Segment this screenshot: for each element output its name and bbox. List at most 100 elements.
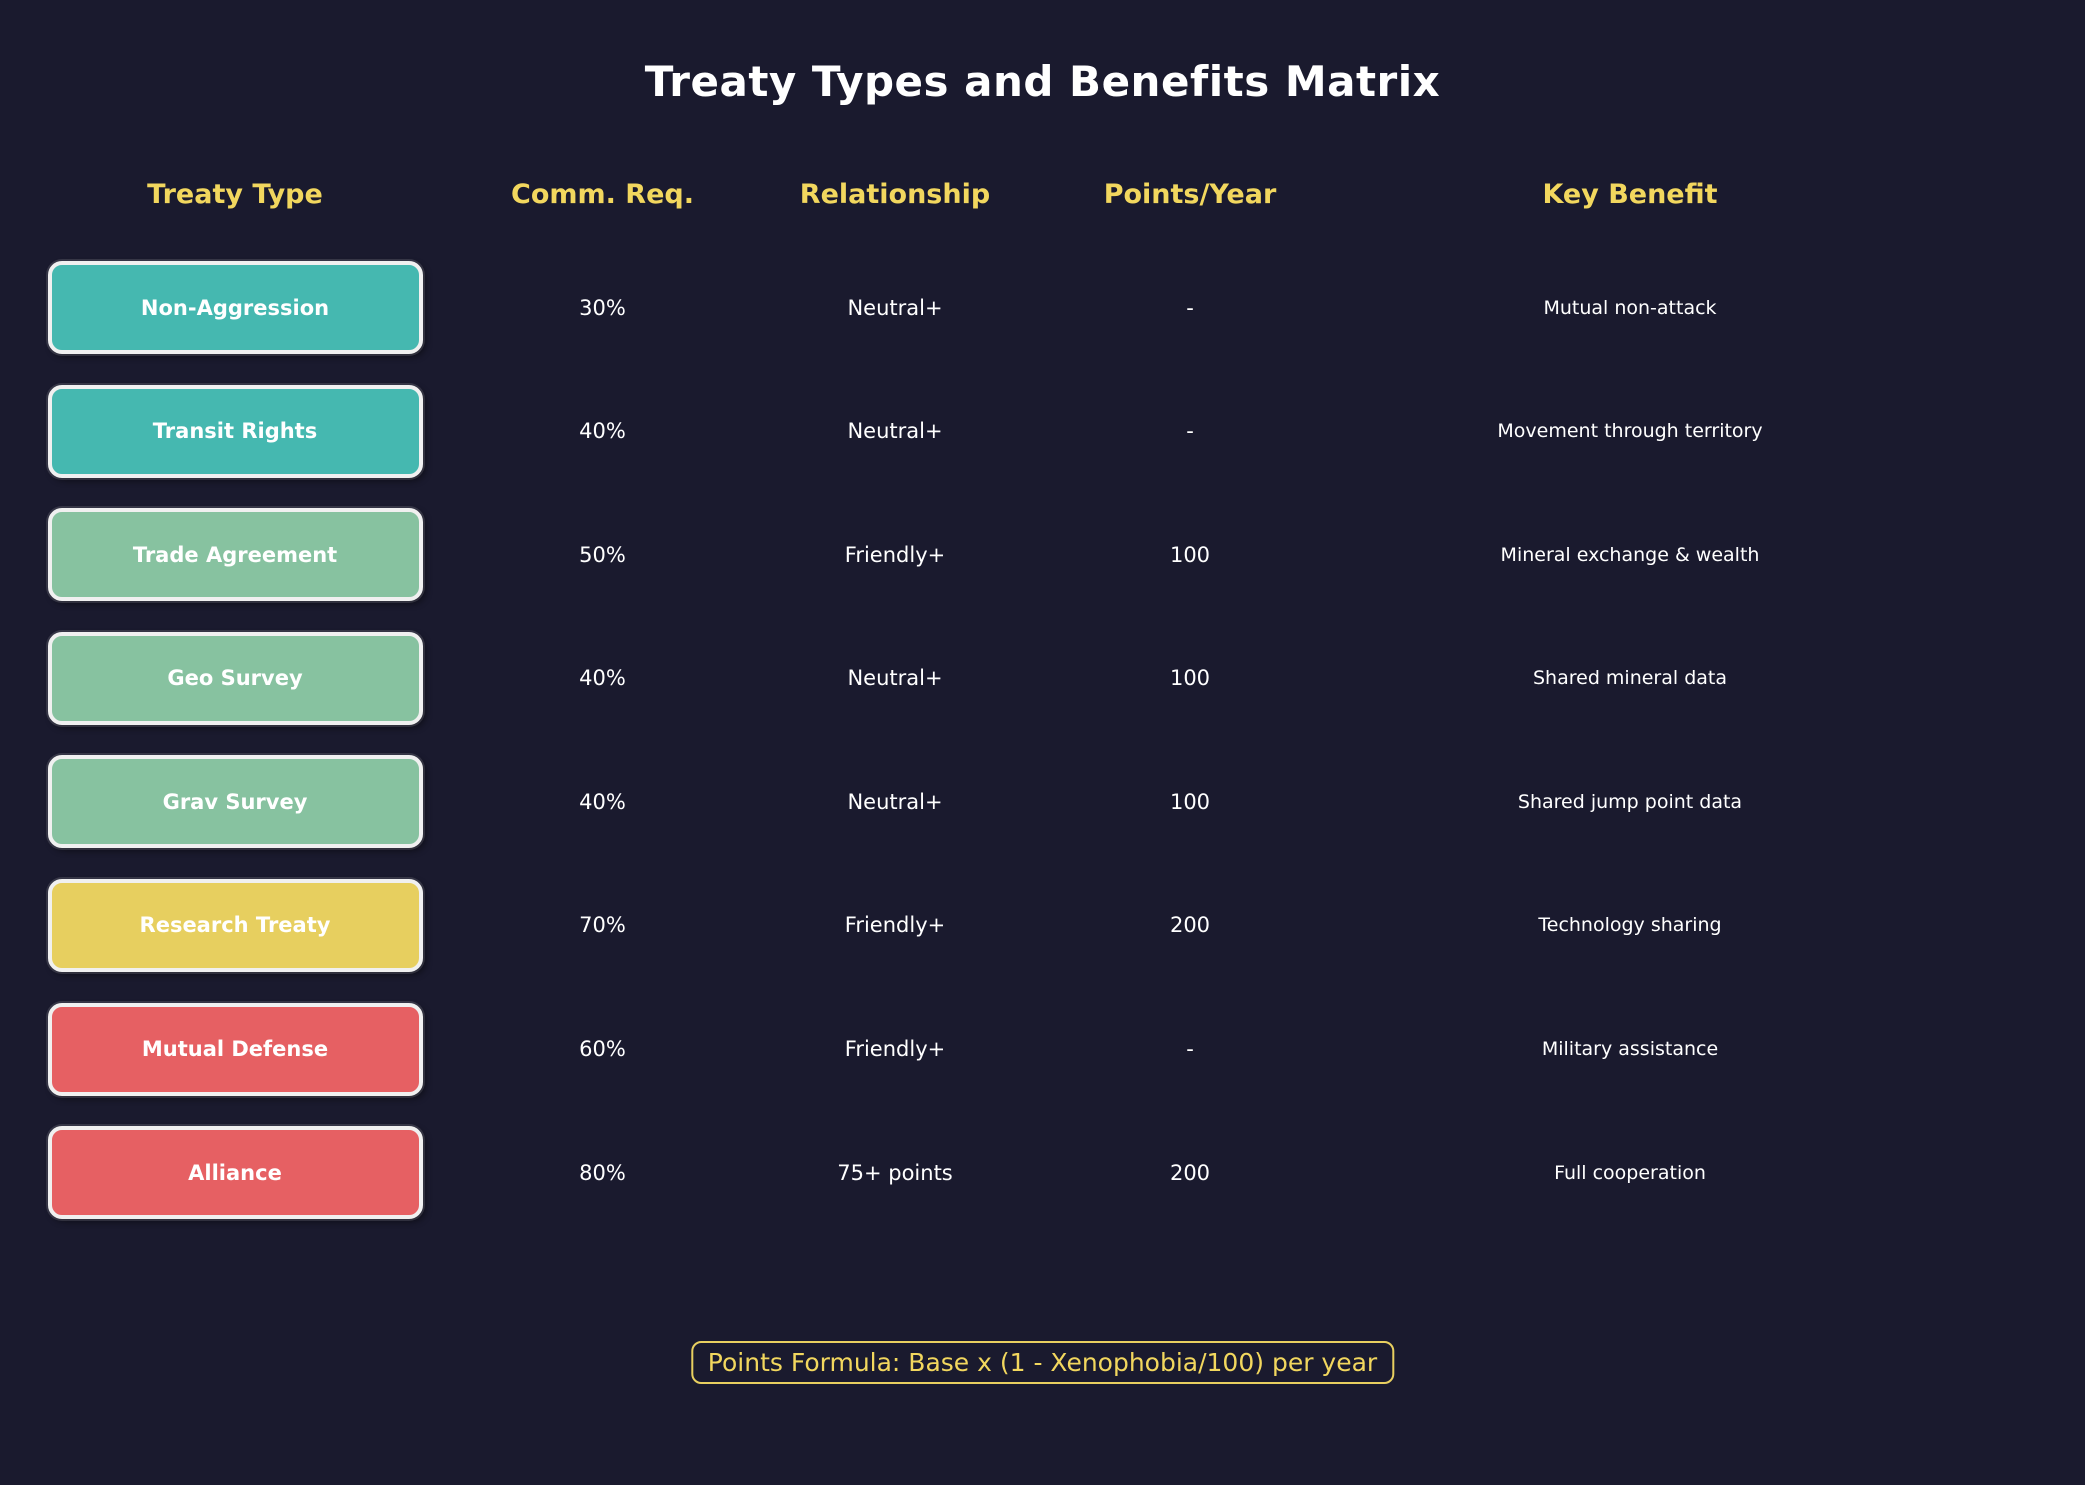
points-value: 200 xyxy=(1169,913,1211,938)
treaty-type-cell: Research Treaty xyxy=(0,878,470,972)
treaty-type-label: Non-Aggression xyxy=(140,295,330,320)
points-value: - xyxy=(1186,1037,1194,1062)
relationship-cell: Neutral+ xyxy=(735,632,1055,725)
points-cell: 200 xyxy=(1055,1126,1325,1219)
points-cell: - xyxy=(1055,261,1325,354)
points-cell: - xyxy=(1055,1003,1325,1096)
table-row: Non-Aggression 30% Neutral+ - Mutual non… xyxy=(0,261,1935,385)
treaty-type-cell: Mutual Defense xyxy=(0,1002,470,1096)
key-benefit-cell: Shared mineral data xyxy=(1325,632,1935,725)
points-cell: 200 xyxy=(1055,879,1325,972)
treaty-type-cell: Grav Survey xyxy=(0,755,470,849)
treaty-type-cell: Trade Agreement xyxy=(0,508,470,602)
column-header-key-benefit: Key Benefit xyxy=(1542,179,1718,210)
comm-req-value: 40% xyxy=(579,666,626,691)
treaty-type-label: Geo Survey xyxy=(167,666,303,691)
comm-req-value: 30% xyxy=(579,295,626,320)
relationship-cell: Friendly+ xyxy=(735,1003,1055,1096)
points-value: - xyxy=(1186,419,1194,444)
comm-req-cell: 40% xyxy=(470,385,735,478)
table-row: Trade Agreement 50% Friendly+ 100 Minera… xyxy=(0,508,1935,632)
treaty-type-cell: Alliance xyxy=(0,1126,470,1220)
treaty-type-label: Alliance xyxy=(188,1160,282,1185)
comm-req-cell: 40% xyxy=(470,632,735,725)
points-cell: 100 xyxy=(1055,508,1325,601)
treaty-type-box: Grav Survey xyxy=(47,755,423,849)
treaty-type-box: Non-Aggression xyxy=(47,261,423,354)
relationship-value: Friendly+ xyxy=(844,913,946,938)
table-header-row: Treaty Type Comm. Req. Relationship Poin… xyxy=(0,179,1935,210)
points-cell: 100 xyxy=(1055,632,1325,725)
key-benefit-cell: Technology sharing xyxy=(1325,879,1935,972)
comm-req-cell: 70% xyxy=(470,879,735,972)
column-header-comm-req: Comm. Req. xyxy=(511,179,694,210)
treaty-type-cell: Transit Rights xyxy=(0,384,470,478)
relationship-cell: Friendly+ xyxy=(735,879,1055,972)
comm-req-value: 60% xyxy=(579,1037,626,1062)
relationship-cell: Neutral+ xyxy=(735,261,1055,354)
key-benefit-value: Shared jump point data xyxy=(1517,790,1743,813)
key-benefit-cell: Full cooperation xyxy=(1325,1126,1935,1219)
key-benefit-cell: Mineral exchange & wealth xyxy=(1325,508,1935,601)
treaty-type-label: Mutual Defense xyxy=(141,1037,329,1062)
relationship-cell: Friendly+ xyxy=(735,508,1055,601)
key-benefit-cell: Military assistance xyxy=(1325,1003,1935,1096)
points-cell: 100 xyxy=(1055,755,1325,848)
points-value: 200 xyxy=(1169,1160,1211,1185)
table-row: Research Treaty 70% Friendly+ 200 Techno… xyxy=(0,878,1935,1003)
relationship-cell: Neutral+ xyxy=(735,755,1055,848)
comm-req-cell: 60% xyxy=(470,1003,735,1096)
treaty-type-box: Research Treaty xyxy=(47,878,423,972)
comm-req-cell: 50% xyxy=(470,508,735,601)
column-header-points-year: Points/Year xyxy=(1103,179,1277,210)
table-row: Mutual Defense 60% Friendly+ - Military … xyxy=(0,1002,1935,1127)
key-benefit-value: Technology sharing xyxy=(1538,914,1722,937)
key-benefit-value: Full cooperation xyxy=(1554,1161,1706,1184)
comm-req-value: 50% xyxy=(579,542,626,567)
relationship-value: Friendly+ xyxy=(844,542,946,567)
comm-req-cell: 40% xyxy=(470,755,735,848)
relationship-value: Friendly+ xyxy=(844,1037,946,1062)
treaty-type-box: Transit Rights xyxy=(47,384,423,478)
treaty-type-cell: Non-Aggression xyxy=(0,261,470,354)
treaty-type-box: Trade Agreement xyxy=(47,508,423,602)
relationship-cell: Neutral+ xyxy=(735,385,1055,478)
table-row: Alliance 80% 75+ points 200 Full coopera… xyxy=(0,1126,1935,1250)
key-benefit-cell: Shared jump point data xyxy=(1325,755,1935,848)
treaty-type-box: Mutual Defense xyxy=(47,1002,423,1096)
treaty-type-label: Transit Rights xyxy=(152,419,318,444)
treaty-rows: Non-Aggression 30% Neutral+ - Mutual non… xyxy=(0,261,1935,1250)
key-benefit-value: Shared mineral data xyxy=(1532,667,1728,690)
relationship-value: Neutral+ xyxy=(847,295,943,320)
comm-req-cell: 30% xyxy=(470,261,735,354)
table-row: Grav Survey 40% Neutral+ 100 Shared jump… xyxy=(0,755,1935,879)
points-value: 100 xyxy=(1169,542,1211,567)
comm-req-value: 40% xyxy=(579,419,626,444)
comm-req-value: 70% xyxy=(579,913,626,938)
points-value: - xyxy=(1186,295,1194,320)
column-header-treaty-type: Treaty Type xyxy=(147,179,323,210)
points-value: 100 xyxy=(1169,789,1211,814)
relationship-value: Neutral+ xyxy=(847,419,943,444)
key-benefit-cell: Movement through territory xyxy=(1325,385,1935,478)
treaty-type-label: Grav Survey xyxy=(162,789,308,814)
treaty-type-label: Trade Agreement xyxy=(132,542,338,567)
points-formula-note: Points Formula: Base x (1 - Xenophobia/1… xyxy=(690,1341,1395,1384)
points-value: 100 xyxy=(1169,666,1211,691)
table-row: Geo Survey 40% Neutral+ 100 Shared miner… xyxy=(0,631,1935,756)
page-title: Treaty Types and Benefits Matrix xyxy=(644,57,1441,106)
key-benefit-value: Mineral exchange & wealth xyxy=(1500,543,1760,566)
treaty-type-cell: Geo Survey xyxy=(0,631,470,725)
column-header-relationship: Relationship xyxy=(799,179,991,210)
relationship-value: Neutral+ xyxy=(847,789,943,814)
key-benefit-value: Movement through territory xyxy=(1497,420,1763,443)
key-benefit-cell: Mutual non-attack xyxy=(1325,261,1935,354)
treaty-type-box: Geo Survey xyxy=(47,631,423,725)
comm-req-value: 40% xyxy=(579,789,626,814)
key-benefit-value: Military assistance xyxy=(1541,1038,1719,1061)
treaty-type-box: Alliance xyxy=(47,1126,423,1220)
table-row: Transit Rights 40% Neutral+ - Movement t… xyxy=(0,384,1935,509)
treaty-type-label: Research Treaty xyxy=(139,913,331,938)
relationship-value: 75+ points xyxy=(837,1160,953,1185)
